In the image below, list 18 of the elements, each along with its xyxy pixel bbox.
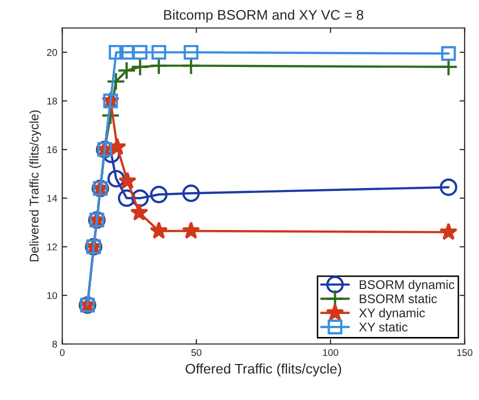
x-axis-title: Offered Traffic (flits/cycle) [186,363,342,376]
legend-label: XY static [359,322,408,332]
legend-label: BSORM dynamic [360,280,454,292]
x-tick-label: 50 [191,349,202,356]
y-axis-title: Delivered Traffic (flits/cycle) [29,110,42,262]
chart-title: Bitcomp BSORM and XY VC = 8 [164,10,364,23]
y-tick-label: 10 [47,292,58,300]
x-tick-label: 100 [323,349,338,356]
y-tick-label: 16 [47,146,57,154]
x-tick-label: 150 [457,349,472,356]
legend-label: BSORM static [360,294,437,304]
y-tick-label: 20 [47,49,58,56]
y-tick-label: 12 [47,244,57,250]
y-tick-label: 18 [47,98,57,105]
y-tick-label: 14 [47,194,58,202]
x-tick-label: 0 [60,349,65,356]
legend-label: XY dynamic [359,308,425,320]
y-tick-label: 8 [52,340,57,348]
